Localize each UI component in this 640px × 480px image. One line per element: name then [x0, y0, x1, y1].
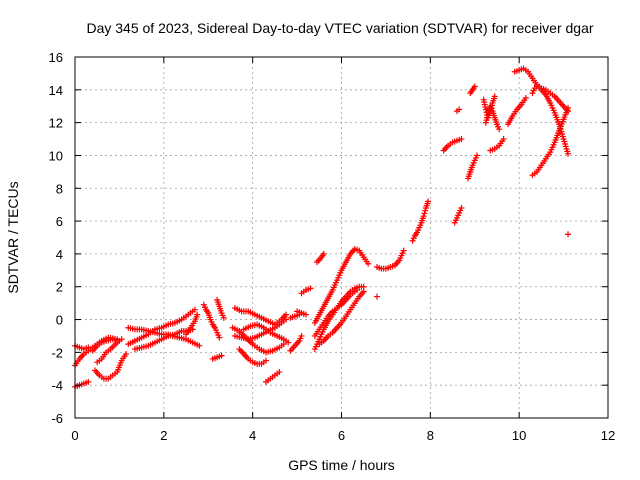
- y-tick-label: -2: [51, 345, 63, 360]
- data-point: [307, 285, 314, 292]
- x-tick-label: 4: [249, 428, 256, 443]
- data-point: [302, 311, 309, 318]
- data-point: [425, 198, 432, 205]
- x-axis-title: GPS time / hours: [288, 457, 395, 473]
- data-point: [522, 95, 529, 102]
- x-tick-label: 8: [427, 428, 434, 443]
- data-point: [276, 369, 283, 376]
- data-point: [298, 332, 305, 339]
- y-tick-label: 8: [56, 181, 63, 196]
- axis-ticks: [74, 56, 609, 419]
- data-point: [500, 136, 507, 143]
- data-point: [482, 106, 489, 113]
- data-point: [365, 260, 372, 267]
- y-tick-label: 6: [56, 214, 63, 229]
- x-tick-label: 6: [338, 428, 345, 443]
- data-point: [194, 311, 201, 318]
- data-point: [565, 231, 572, 238]
- data-point: [220, 314, 227, 321]
- data-point: [285, 339, 292, 346]
- data-marks: [72, 65, 572, 390]
- x-tick-label: 10: [512, 428, 526, 443]
- data-point: [491, 93, 498, 100]
- data-point: [262, 357, 269, 364]
- data-point: [473, 152, 480, 159]
- data-point: [400, 247, 407, 254]
- data-point: [320, 250, 327, 257]
- data-point: [456, 106, 463, 113]
- data-point: [196, 342, 203, 349]
- data-point: [374, 293, 381, 300]
- data-point: [216, 334, 223, 341]
- y-axis-title: SDTVAR / TECUs: [5, 181, 21, 293]
- data-point: [458, 136, 465, 143]
- y-tick-label: 2: [56, 280, 63, 295]
- y-tick-label: 16: [49, 50, 63, 65]
- data-point: [360, 288, 367, 295]
- data-point: [354, 287, 361, 294]
- x-tick-labels: 0 2 4 6 8 10 12: [71, 428, 615, 443]
- data-point: [85, 378, 92, 385]
- y-tick-label: 14: [49, 83, 63, 98]
- data-point: [565, 104, 572, 111]
- data-point: [420, 213, 427, 220]
- y-tick-label: 10: [49, 148, 63, 163]
- data-point: [282, 316, 289, 323]
- grid: [75, 57, 608, 418]
- data-point: [114, 339, 121, 346]
- data-point: [422, 207, 429, 214]
- y-tick-labels: -6 -4 -2 0 2 4 6 8 10 12 14 16: [49, 50, 63, 426]
- data-point: [496, 126, 503, 133]
- y-tick-label: -6: [51, 411, 63, 426]
- x-tick-label: 12: [601, 428, 615, 443]
- data-point: [191, 306, 198, 313]
- data-point: [123, 351, 130, 358]
- data-point: [218, 352, 225, 359]
- x-tick-label: 0: [71, 428, 78, 443]
- data-point: [471, 83, 478, 90]
- data-point: [565, 150, 572, 157]
- data-point: [421, 210, 428, 217]
- y-tick-label: 4: [56, 247, 63, 262]
- y-tick-label: 0: [56, 313, 63, 328]
- x-tick-label: 2: [160, 428, 167, 443]
- chart-title: Day 345 of 2023, Sidereal Day-to-day VTE…: [86, 20, 593, 36]
- data-point: [458, 204, 465, 211]
- y-tick-label: -4: [51, 378, 63, 393]
- data-point: [118, 336, 125, 343]
- y-tick-label: 12: [49, 116, 63, 131]
